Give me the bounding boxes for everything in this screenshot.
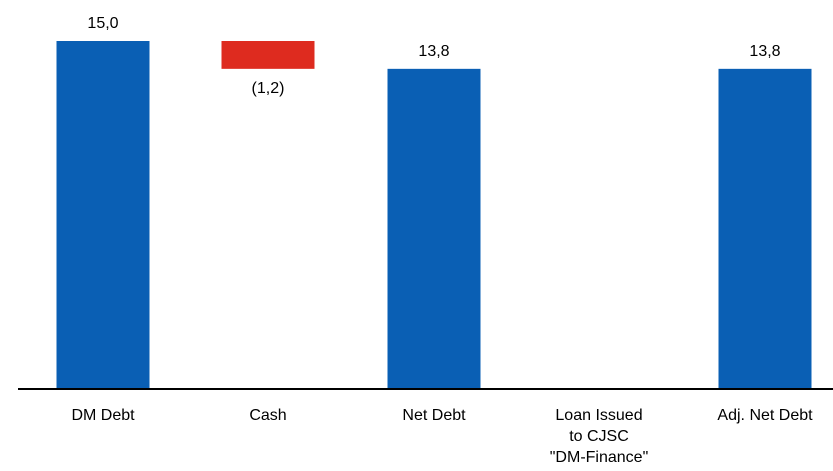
value-labels-layer: 15,0 (1,2) 13,8 13,8 [87,15,780,97]
bars-layer [56,41,812,389]
category-label-line: Net Debt [402,407,466,424]
category-label-line: "DM-Finance" [550,449,649,466]
value-label-net-debt: 13,8 [418,43,449,60]
category-label-net-debt: Net Debt [402,407,466,424]
category-label-line: to CJSC [569,428,629,445]
bar-net-debt [387,68,481,389]
category-labels-layer: DM Debt Cash Net Debt Loan Issued to CJSC "DM… [71,407,813,466]
bar-dm-debt [56,41,150,389]
category-label-line: Adj. Net Debt [717,407,813,424]
value-label-dm-debt: 15,0 [87,15,118,32]
value-label-adj-net-debt: 13,8 [749,43,780,60]
category-label-line: Loan Issued [555,407,642,424]
category-label-dm-debt: DM Debt [71,407,135,424]
bar-adj-net-debt [718,68,812,389]
category-label-line: Cash [249,407,286,424]
category-label-loan-issued-to-cjsc-dm-finance: Loan Issued to CJSC "DM-Finance" [550,407,649,466]
category-label-line: DM Debt [71,407,135,424]
bar-cash [221,41,315,69]
category-label-adj-net-debt: Adj. Net Debt [717,407,813,424]
category-label-cash: Cash [249,407,286,424]
value-label-cash: (1,2) [252,80,285,97]
